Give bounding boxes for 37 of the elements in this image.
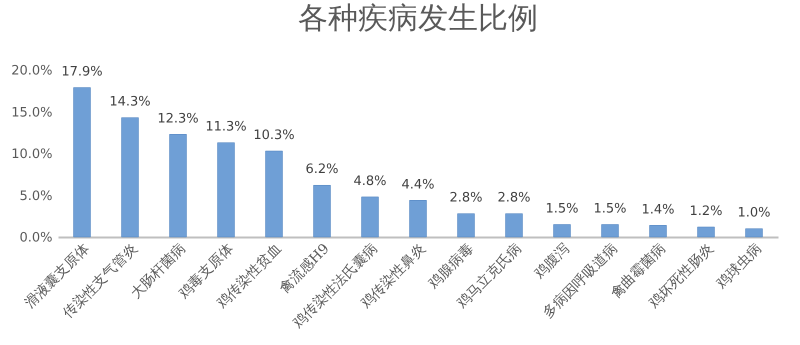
bar (361, 196, 379, 238)
data-label: 1.0% (737, 206, 771, 221)
data-label: 17.9% (61, 64, 103, 80)
data-label: 4.8% (353, 174, 387, 189)
bar (73, 87, 91, 238)
y-tick-label: 20.0% (11, 64, 52, 78)
bar (457, 213, 475, 238)
bar (265, 150, 283, 238)
chart-title: 各种疾病发生比例 (298, 1, 538, 36)
bar (697, 226, 715, 238)
bar (409, 200, 427, 238)
data-label: 14.3% (109, 94, 151, 110)
data-label: 1.5% (593, 201, 627, 216)
bar (649, 225, 667, 238)
y-tick-label: 15.0% (11, 105, 52, 120)
data-label: 1.2% (689, 204, 723, 219)
bar (553, 224, 571, 238)
data-label: 11.3% (205, 120, 247, 135)
bar (121, 117, 139, 238)
data-label: 1.4% (641, 202, 675, 218)
data-label: 2.8% (497, 190, 531, 206)
y-tick-label: 0.0% (19, 230, 52, 246)
data-label: 1.5% (545, 201, 579, 216)
bar (217, 142, 235, 238)
data-label: 12.3% (157, 111, 199, 126)
bar (601, 224, 619, 238)
bar (505, 213, 523, 238)
x-tick-label: 鸡球虫病 (712, 240, 765, 292)
y-tick-label: 5.0% (19, 188, 52, 204)
bar (313, 184, 331, 238)
bar (745, 228, 763, 238)
bar (169, 134, 187, 238)
data-label: 6.2% (305, 162, 339, 178)
data-label: 10.3% (253, 128, 295, 143)
data-label: 4.4% (401, 177, 435, 192)
y-tick-label: 10.0% (11, 147, 52, 162)
data-label: 2.8% (449, 190, 483, 206)
